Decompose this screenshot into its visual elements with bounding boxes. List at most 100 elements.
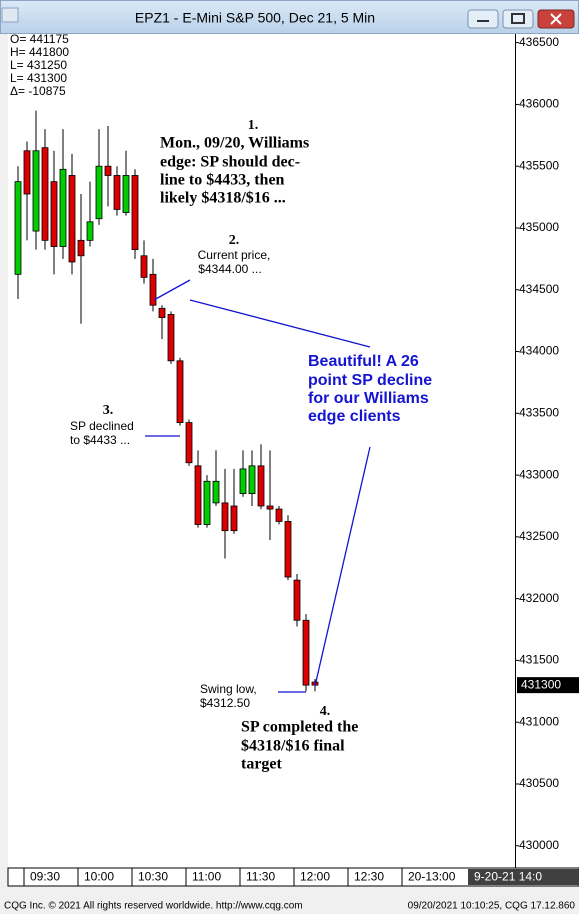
annotation-text: line to $4433, then: [160, 172, 285, 189]
candle-body: [185, 422, 193, 464]
last-price-box: [517, 677, 579, 694]
y-tick-label: 434500: [519, 282, 559, 296]
price-axis: [515, 34, 579, 868]
cursor-label: 9-20-21 14:0: [474, 870, 542, 884]
candle-body: [131, 175, 139, 251]
candle-body: [23, 150, 31, 195]
x-tick-label: 12:00: [300, 870, 330, 884]
y-tick-label: 432000: [519, 591, 559, 605]
last-price-label: 431300: [521, 677, 561, 691]
x-tick-label: 11:00: [192, 870, 221, 884]
annotation-text: SP completed the: [241, 719, 358, 736]
annotation-text: target: [241, 756, 283, 773]
candle-body: [293, 579, 301, 621]
info-line: Δ= -10875: [10, 84, 66, 98]
annotation-number: 3.: [103, 403, 114, 418]
connector: [314, 446, 371, 687]
candle-body: [248, 465, 256, 495]
info-line: O= 441175: [10, 32, 69, 46]
minimize-button[interactable]: [467, 9, 499, 29]
annotation-text: point SP decline: [308, 372, 432, 389]
maximize-button[interactable]: [502, 9, 534, 29]
annotation-text: Current price,: [198, 248, 271, 262]
candle-body: [32, 150, 40, 232]
y-tick-label: 432500: [519, 529, 559, 543]
candle-body: [41, 147, 49, 241]
connector: [189, 299, 371, 348]
candle-body: [266, 505, 274, 510]
candle-body: [275, 508, 283, 522]
annotation-number: 4.: [320, 704, 331, 719]
annotation-text: likely $4318/$16 ...: [160, 190, 286, 207]
annotation-text: $4318/$16 final: [241, 738, 345, 755]
y-tick-label: 436000: [519, 97, 559, 111]
candle-body: [158, 307, 166, 318]
annotation-text: edge clients: [308, 408, 401, 425]
x-tick-label: 11:30: [246, 870, 275, 884]
x-tick-label: 10:30: [138, 870, 168, 884]
candle-body: [50, 181, 58, 247]
y-tick-label: 431000: [519, 714, 559, 728]
candle-body: [176, 360, 184, 423]
candle-body: [140, 255, 148, 278]
connector: [153, 279, 191, 301]
annotation-text: for our Williams: [308, 390, 429, 407]
candle-body: [14, 181, 22, 275]
candle-body: [203, 480, 211, 525]
candle-body: [122, 175, 130, 213]
annotation-number: 1.: [248, 118, 259, 133]
candle-body: [86, 221, 94, 241]
annotation-number: 2.: [229, 233, 240, 248]
x-tick-label: 10:00: [84, 870, 114, 884]
candle-body: [113, 175, 121, 210]
annotation-text: Swing low,: [200, 682, 257, 696]
annotation-text: Mon., 09/20, Williams: [160, 135, 309, 152]
footer-right: 09/20/2021 10:10:25, CQG 17.12.860: [408, 901, 576, 912]
annotation-text: SP declined: [70, 419, 134, 433]
candle-body: [167, 314, 175, 362]
x-tick-label: 12:30: [354, 870, 384, 884]
close-icon: [550, 13, 562, 25]
candle-body: [149, 273, 157, 306]
candle-body: [221, 502, 229, 532]
candle-body: [194, 465, 202, 525]
candle-body: [95, 165, 103, 220]
candle-body: [104, 165, 112, 176]
x-tick-label: 09:30: [30, 870, 60, 884]
candle-body: [302, 619, 310, 686]
y-tick-label: 433500: [519, 405, 559, 419]
candle-body: [212, 480, 220, 504]
y-tick-label: 435000: [519, 220, 559, 234]
y-tick-label: 436500: [519, 35, 559, 49]
y-tick-label: 430500: [519, 776, 559, 790]
y-tick-label: 433000: [519, 467, 559, 481]
footer-left: CQG Inc. © 2021 All rights reserved worl…: [4, 901, 303, 912]
candle-body: [239, 468, 247, 495]
cursor-box: [468, 869, 579, 885]
y-tick-label: 430000: [519, 838, 559, 852]
y-tick-label: 435500: [519, 158, 559, 172]
candle-body: [257, 465, 265, 507]
annotation-text: $4344.00 ...: [198, 262, 261, 276]
candle-body: [230, 505, 238, 532]
candle-body: [284, 521, 292, 578]
annotation-text: edge: SP should dec-: [160, 154, 300, 171]
info-line: L= 431250: [10, 58, 67, 72]
annotation-text: $4312.50: [200, 696, 250, 710]
candle-body: [59, 168, 67, 247]
annotation-text: Beautiful! A 26: [308, 353, 419, 370]
candle-body: [77, 239, 85, 257]
candle-body: [68, 175, 76, 263]
annotation-text: to $4433 ...: [70, 433, 130, 447]
info-line: H= 441800: [10, 45, 69, 59]
y-tick-label: 431500: [519, 653, 559, 667]
y-tick-label: 434000: [519, 344, 559, 358]
window-icon: [1, 7, 19, 23]
window-title: EPZ1 - E-Mini S&P 500, Dec 21, 5 Min: [135, 10, 375, 26]
x-tick-label: 20-13:00: [408, 870, 456, 884]
info-line: L= 431300: [10, 71, 67, 85]
annotation-lines: [145, 279, 371, 693]
maximize-icon: [511, 13, 525, 24]
